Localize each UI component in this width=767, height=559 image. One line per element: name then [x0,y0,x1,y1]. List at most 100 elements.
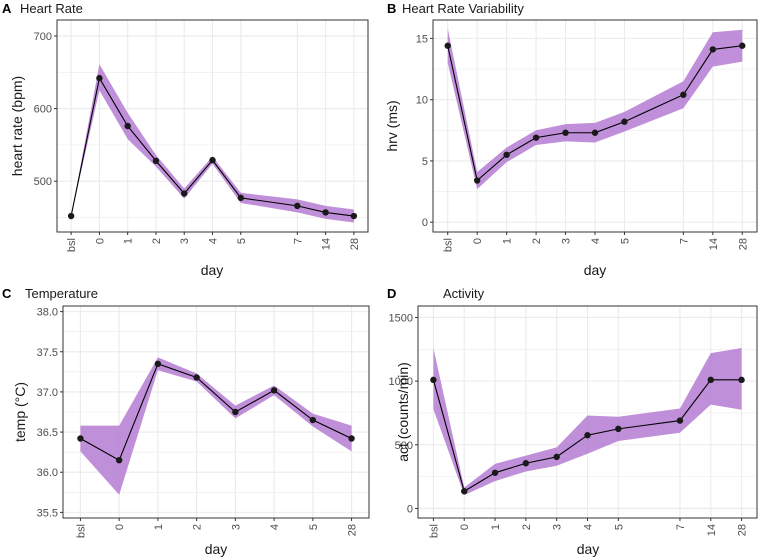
x-tick-label: 1 [123,238,135,244]
series-line [432,379,742,493]
x-tick-label: 0 [459,524,471,530]
data-point [444,42,451,49]
x-tick-label: bsl [443,238,455,252]
y-tick-label: 10 [416,95,428,107]
data-point [193,374,200,381]
data-point [96,74,103,82]
data-point [491,469,499,476]
x-tick-label: bsl [66,238,78,252]
y-tick-label: 35.5 [37,507,58,519]
x-tick-label: 3 [230,524,242,530]
data-point [738,376,745,384]
x-tick-label: 4 [583,524,595,530]
data-point [584,432,591,439]
panel-b: 0 5 10 15 bsl 0 1 2 3 4 5 7 14 28 day hrv (ms) B Heart Ra… [384,1,758,278]
x-tick-label: 0 [94,238,106,244]
x-tick-label: 5 [619,238,631,244]
panel-title: Heart Rate Variability [402,1,524,16]
panel-title: Heart Rate [20,1,83,16]
y-tick-label: 36.5 [37,427,58,439]
x-tick-label: 28 [347,524,359,536]
data-point [181,190,188,197]
series-line [70,76,354,217]
panel-c: 35.5 36.0 36.5 37.0 37.5 38.0 bsl 0 1 2 3 4 5 28 day te… [2,286,370,557]
data-point [209,156,216,164]
x-tick-label: 28 [737,238,749,250]
x-tick-label: 4 [269,524,281,530]
confidence-ribbon [80,357,352,495]
data-point [348,435,355,442]
panel-title: Temperature [25,286,98,301]
x-tick-label: 3 [552,524,564,530]
y-tick-label: 500 [395,440,413,452]
x-axis-title: day [205,541,228,557]
data-point [322,209,329,216]
data-point [309,416,317,424]
y-tick-label: 36.0 [37,467,58,479]
x-axis-title: day [201,262,224,278]
x-tick-label: 7 [292,238,304,244]
panel-border [62,305,370,519]
x-tick-label: 1 [502,238,514,244]
data-point [473,177,481,184]
x-tick-label: 1 [153,524,165,530]
x-tick-label: bsl [75,524,87,538]
data-point [707,376,714,384]
x-axis-title: day [584,262,607,278]
x-tick-label: 3 [179,238,191,244]
x-tick-label: 4 [208,238,220,244]
x-tick-label: 28 [349,238,361,250]
series-line [80,363,352,461]
y-axis-title: heart rate (bpm) [9,76,25,176]
data-point [232,408,239,416]
data-point [115,456,123,464]
x-tick-label: 1 [490,524,502,530]
y-tick-label: 37.5 [37,347,58,359]
panel-letter: C [2,286,12,301]
panel-d: 0 500 1000 1500 bsl 0 1 2 3 4 5 7 14 28 day act (counts… [387,286,758,557]
x-tick-label: 28 [737,524,749,536]
x-axis-title: day [577,541,600,557]
y-tick-label: 5 [422,156,428,168]
confidence-ribbon [447,28,743,190]
panel-a: 500 600 700 bsl 0 1 2 3 4 5 7 14 28 day heart rate (bp… [2,1,369,278]
data-point [430,376,437,384]
y-tick-label: 38.0 [37,307,58,319]
data-point [154,360,162,368]
data-point [591,129,599,136]
y-tick-label: 15 [416,33,428,45]
data-point [739,42,746,49]
x-tick-label: 2 [521,524,533,530]
y-tick-label: 600 [34,104,52,116]
data-point [152,157,160,165]
data-point [67,212,75,220]
y-tick-label: 500 [34,176,52,188]
y-axis-title: act (counts/min) [395,362,411,462]
data-point [676,417,684,424]
x-tick-label: 2 [151,238,163,244]
data-point [680,91,687,98]
panel-letter: A [2,1,12,16]
x-tick-label: 0 [472,238,484,244]
x-tick-label: 0 [114,524,126,530]
y-axis-title: temp (°C) [12,382,28,442]
panel-title: Activity [443,286,485,301]
y-tick-label: 0 [407,503,413,515]
confidence-ribbon [433,348,742,496]
data-point [294,202,301,210]
x-tick-label: 2 [531,238,543,244]
data-point [350,212,358,220]
x-tick-label: 3 [561,238,573,244]
data-point [522,460,530,467]
x-tick-label: bsl [428,524,440,538]
y-axis-title: hrv (ms) [384,100,400,151]
data-point [621,118,628,125]
x-tick-label: 2 [192,524,204,530]
y-tick-label: 1000 [389,376,413,388]
data-point [562,129,569,136]
x-tick-label: 5 [613,524,625,530]
data-point [709,46,717,53]
x-tick-label: 14 [708,238,720,250]
data-point [270,387,278,394]
data-point [77,435,84,442]
